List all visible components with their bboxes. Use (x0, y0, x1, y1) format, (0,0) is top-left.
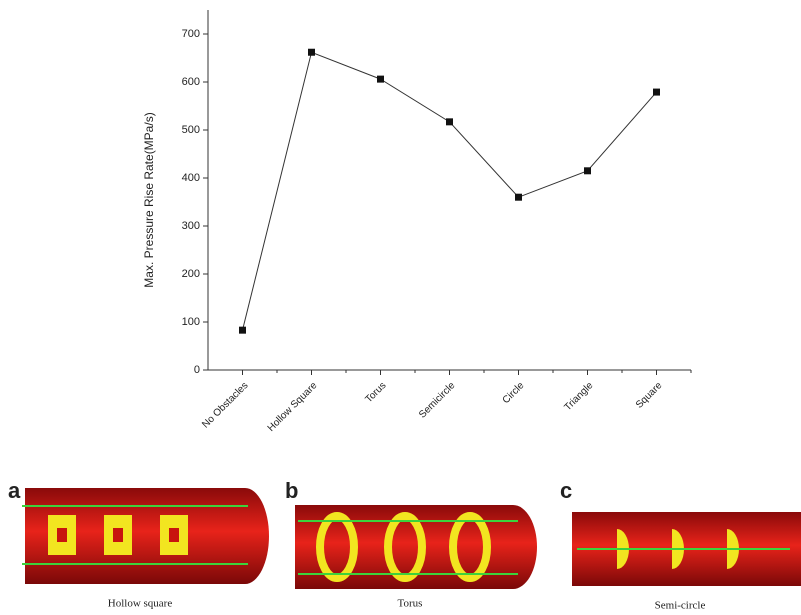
line (242, 51, 657, 331)
marker (308, 48, 315, 56)
marker (584, 167, 591, 175)
y-tick-label: 600 (182, 76, 200, 88)
marker (239, 326, 246, 334)
x-tick-label: Triangle (562, 380, 595, 413)
marker (377, 75, 384, 83)
x-tick-label: Semicircle (417, 380, 458, 421)
panel-a: a Hollow square (8, 478, 269, 610)
marker (653, 88, 660, 96)
panel-letter: b (285, 478, 298, 503)
caption: Torus (398, 598, 423, 610)
y-axis-label: Max. Pressure Rise Rate(MPa/s) (142, 112, 156, 287)
marker (446, 118, 453, 126)
obstacles (316, 512, 491, 582)
chart: 0 100 200 300 400 500 600 700 Max. Pressure Rise… (142, 10, 692, 434)
panel-c: c Semi-circle (560, 478, 801, 612)
x-tick-label: Torus (363, 380, 388, 405)
caption: Hollow square (108, 598, 173, 610)
y-tick-label: 0 (194, 364, 200, 376)
y-tick-label: 700 (182, 28, 200, 40)
marker (515, 193, 522, 201)
x-tick-label: No Obstacles (200, 380, 250, 430)
y-tick-label: 400 (182, 172, 200, 184)
panel-letter: c (560, 478, 572, 503)
y-tick-label: 300 (182, 220, 200, 232)
y-tick-label: 100 (182, 316, 200, 328)
x-tick-label: Square (634, 380, 665, 411)
y-tick-label: 500 (182, 124, 200, 136)
panel-b: b Torus (285, 478, 537, 610)
caption: Semi-circle (655, 600, 706, 612)
x-tick-label: Circle (501, 380, 527, 406)
tube (295, 505, 537, 589)
panel-letter: a (8, 478, 21, 503)
x-tick-label: Hollow Square (266, 380, 320, 434)
y-tick-label: 200 (182, 268, 200, 280)
tube (25, 488, 269, 584)
